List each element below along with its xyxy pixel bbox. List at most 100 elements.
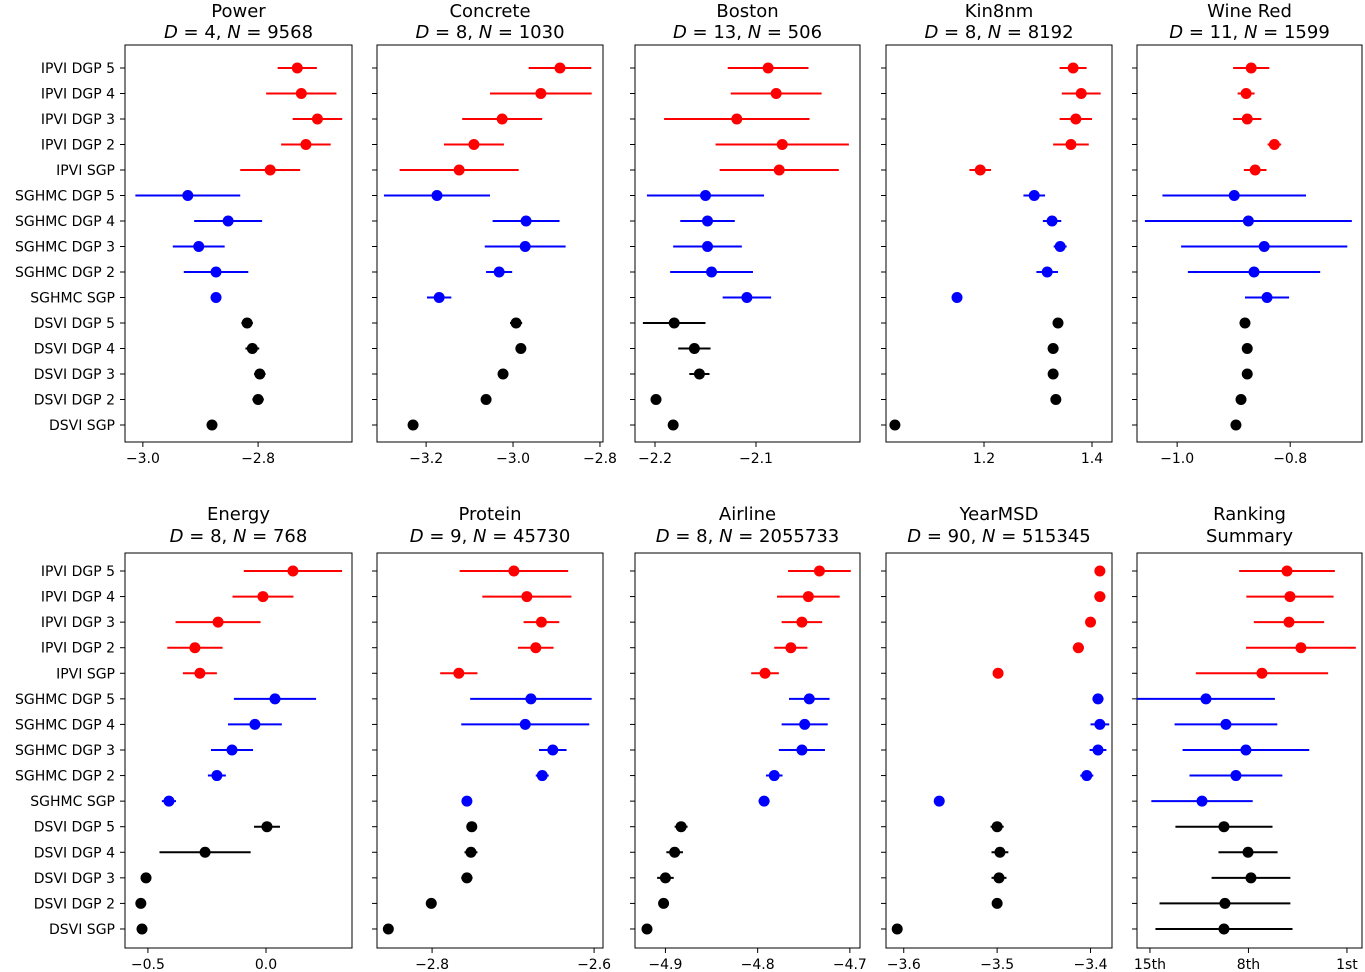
row-label: SGHMC SGP [30,794,115,810]
row-label: DSVI DGP 5 [34,316,115,332]
data-point [1256,667,1268,679]
data-point [135,897,147,909]
x-tick-label: −3.4 [1074,957,1108,972]
data-point [650,394,662,405]
data-point [547,744,559,756]
data-point [295,88,307,99]
data-point [211,770,223,782]
data-point [1295,642,1307,654]
data-point [222,215,234,227]
panel-title: Ranking [1213,504,1286,525]
data-point [194,667,206,679]
data-point [136,923,148,935]
data-point [226,744,238,756]
data-point [1242,215,1254,227]
data-point [699,190,711,201]
data-point [433,292,445,303]
dim-symbol: D [170,526,184,547]
row-label: DSVI DGP 2 [34,393,115,409]
data-point [535,616,547,628]
dim-symbol: D [673,22,687,43]
data-point [641,923,653,935]
n-value: = 2055733 [733,526,840,547]
panel-subtitle: D = 8, N = 8192 [924,22,1073,43]
data-point [1239,317,1251,329]
data-point [241,317,253,329]
panel-title: Concrete [449,1,530,22]
panel-subtitle: D = 8, N = 768 [170,526,308,547]
data-point [311,113,323,125]
data-point [994,846,1006,858]
data-point [1240,88,1252,99]
data-point [496,113,508,125]
row-label: SGHMC SGP [30,291,115,307]
panel-title: Protein [458,504,521,525]
x-tick-label: −0.5 [131,957,165,972]
plot-frame [1136,552,1363,949]
row-label: DSVI DGP 5 [34,820,115,836]
dim-symbol: D [656,526,670,547]
data-point [1283,616,1295,628]
data-point [493,266,505,278]
data-point [992,667,1004,679]
plot-frame [634,44,861,443]
data-point [1258,241,1270,252]
data-point [468,139,480,150]
data-point [497,368,509,380]
row-label: IPVI DGP 5 [41,61,115,77]
data-point [802,591,814,603]
data-point [1241,343,1253,354]
data-point [796,616,808,628]
data-point [249,718,261,730]
x-tick-label: −2.1 [739,451,773,467]
x-tick-label: −4.8 [741,957,775,972]
x-tick-label: −3.0 [126,451,160,467]
dim-symbol: D [1169,22,1183,43]
data-point [466,821,478,833]
data-point [382,923,394,935]
data-point [1284,591,1296,603]
x-tick-label: 15th [1134,957,1166,972]
panel-subtitle: D = 13, N = 506 [673,22,822,43]
data-point [991,897,1003,909]
plot-frame [634,552,861,949]
x-tick-label: −1.0 [1160,451,1194,467]
dim-value: = 8, [670,526,719,547]
n-value: = 515345 [995,526,1090,547]
data-point [1230,770,1242,782]
row-label: SGHMC DGP 3 [15,743,115,759]
plot-frame [1136,44,1363,443]
n-value: = 1030 [492,22,564,43]
dim-value: = 11, [1183,22,1244,43]
data-point [1196,795,1208,807]
data-point [974,164,986,176]
data-point [1094,565,1106,577]
data-point [1085,616,1097,628]
row-label: DSVI SGP [49,418,115,434]
panel-subtitle: D = 9, N = 45730 [410,526,571,547]
n-symbol: N [227,22,240,43]
data-point [519,718,531,730]
data-point [933,795,945,807]
row-label: IPVI DGP 5 [41,564,115,580]
panel-subtitle: D = 8, N = 1030 [415,22,564,43]
data-point [659,872,671,884]
data-point [675,821,687,833]
data-point [515,343,527,354]
data-point [300,139,312,150]
data-point [1067,62,1079,74]
row-label: IPVI DGP 2 [41,641,115,657]
data-point [1281,565,1293,577]
data-point [461,795,473,807]
data-point [1070,113,1082,125]
data-point [1081,770,1093,782]
n-symbol: N [479,22,492,43]
row-label: SGHMC DGP 5 [15,189,115,205]
data-point [519,241,531,252]
data-point [803,693,815,705]
